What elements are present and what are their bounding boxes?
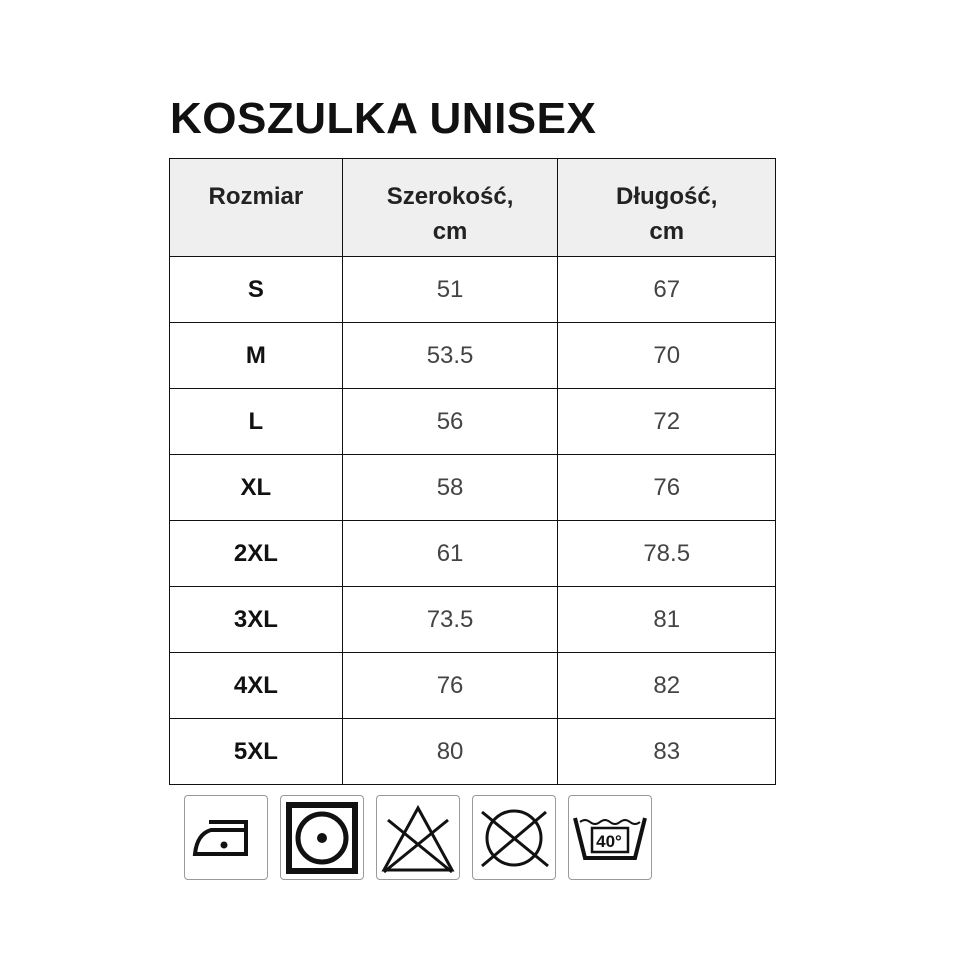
header-length: Długość, cm <box>557 158 776 257</box>
care-icons: 40° <box>184 795 652 880</box>
iron-medium-icon <box>184 795 268 880</box>
table-row: 5XL 80 83 <box>169 718 776 785</box>
width-cell: 76 <box>341 652 559 719</box>
page-title: KOSZULKA UNISEX <box>170 94 597 143</box>
size-table: Rozmiar Szerokość, cm Długość, cm S 51 67 M 53… <box>169 158 776 785</box>
size-cell: XL <box>169 454 343 521</box>
length-cell: 81 <box>557 586 776 653</box>
width-cell: 51 <box>341 256 559 323</box>
table-row: 4XL 76 82 <box>169 652 776 719</box>
length-cell: 72 <box>557 388 776 455</box>
table-row: M 53.5 70 <box>169 322 776 389</box>
width-cell: 56 <box>341 388 559 455</box>
length-cell: 67 <box>557 256 776 323</box>
no-bleach-icon <box>376 795 460 880</box>
size-cell: 4XL <box>169 652 343 719</box>
header-text: Szerokość, <box>386 183 514 210</box>
no-dry-clean-icon <box>472 795 556 880</box>
wash-40-icon: 40° <box>568 795 652 880</box>
length-cell: 76 <box>557 454 776 521</box>
width-cell: 80 <box>341 718 559 785</box>
tumble-dry-icon <box>280 795 364 880</box>
width-cell: 73.5 <box>341 586 559 653</box>
length-cell: 82 <box>557 652 776 719</box>
size-cell: L <box>169 388 343 455</box>
size-cell: S <box>169 256 343 323</box>
width-cell: 61 <box>341 520 559 587</box>
header-unit: cm <box>649 218 685 245</box>
width-cell: 58 <box>341 454 559 521</box>
size-cell: 2XL <box>169 520 343 587</box>
header-text: Długość, <box>616 183 718 210</box>
header-unit: cm <box>432 218 468 245</box>
table-row: 3XL 73.5 81 <box>169 586 776 653</box>
header-width: Szerokość, cm <box>341 158 559 257</box>
size-cell: M <box>169 322 343 389</box>
size-cell: 5XL <box>169 718 343 785</box>
table-row: 2XL 61 78.5 <box>169 520 776 587</box>
length-cell: 83 <box>557 718 776 785</box>
header-size: Rozmiar <box>169 158 343 257</box>
width-cell: 53.5 <box>341 322 559 389</box>
size-cell: 3XL <box>169 586 343 653</box>
table-row: S 51 67 <box>169 256 776 323</box>
header-text: Rozmiar <box>208 183 304 210</box>
length-cell: 70 <box>557 322 776 389</box>
table-header-row: Rozmiar Szerokość, cm Długość, cm <box>169 158 776 257</box>
table-row: XL 58 76 <box>169 454 776 521</box>
length-cell: 78.5 <box>557 520 776 587</box>
table-row: L 56 72 <box>169 388 776 455</box>
wash-temp: 40° <box>596 832 622 851</box>
